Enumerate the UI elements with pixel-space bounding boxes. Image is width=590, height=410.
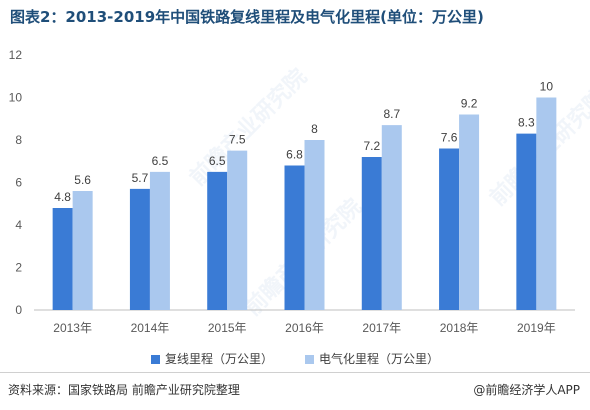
y-tick-label: 4 [15, 218, 22, 232]
data-label: 5.6 [74, 173, 91, 187]
legend-item: 电气化里程（万公里） [305, 350, 439, 367]
x-tick-label: 2018年 [440, 321, 479, 335]
y-tick-label: 0 [15, 303, 22, 317]
bar-electrified [536, 97, 557, 310]
legend-item: 复线里程（万公里） [150, 350, 273, 367]
data-labels: 4.85.6 5.76.5 6.57.56.887.28.77.69.28.310 [54, 80, 553, 205]
data-label: 4.8 [54, 190, 71, 204]
data-label: 6.8 [286, 148, 303, 162]
chart-title: 图表2：2013-2019年中国铁路复线里程及电气化里程(单位：万公里) [10, 8, 484, 26]
data-label: 8.7 [383, 107, 400, 121]
data-label: 8.3 [518, 116, 535, 130]
y-axis: 0 2 4 6 8 10 12 [9, 48, 23, 317]
data-label: 8 [311, 122, 318, 136]
y-tick-label: 6 [15, 176, 22, 190]
bar-double-track [129, 188, 150, 310]
legend-swatch [150, 355, 160, 364]
data-label: 7.2 [363, 139, 380, 153]
bar-electrified [459, 114, 480, 310]
data-label: 9.2 [461, 97, 478, 111]
data-label: 10 [540, 80, 554, 94]
bar-double-track [207, 171, 228, 310]
x-tick-label: 2016年 [285, 321, 324, 335]
bar-double-track [361, 157, 382, 310]
bar-electrified [227, 150, 248, 310]
bars [52, 97, 557, 310]
data-label: 6.5 [209, 154, 226, 168]
bar-electrified [304, 140, 325, 310]
bar-double-track [52, 208, 73, 310]
x-axis: 2013年 2014年 2015年 2016年 2017年 2018年 2019年 [34, 309, 575, 335]
source-note: 资料来源：国家铁路局 前瞻产业研究院整理 [8, 383, 240, 397]
bar-electrified [72, 191, 93, 310]
y-tick-label: 10 [9, 91, 23, 105]
y-tick-label: 12 [9, 48, 23, 62]
bar-electrified [381, 125, 402, 310]
legend-label: 电气化里程（万公里） [319, 352, 440, 366]
bar-double-track [439, 148, 460, 310]
bar-double-track [516, 133, 537, 310]
x-tick-label: 2017年 [362, 321, 401, 335]
data-label: 7.5 [229, 133, 246, 147]
data-label: 7.6 [441, 131, 458, 145]
x-tick-label: 2019年 [517, 321, 556, 335]
y-tick-label: 2 [15, 261, 22, 275]
legend-swatch [305, 355, 314, 364]
legend-label: 复线里程（万公里） [164, 352, 273, 366]
credit-note: @前瞻经济学人APP [473, 383, 580, 397]
footer-divider [0, 372, 590, 373]
bar-double-track [284, 165, 305, 310]
bar-chart: 0 2 4 6 8 10 12 2013年 2014年 2015年 2016年 2017年 2018年… [9, 48, 575, 335]
data-label: 5.7 [132, 171, 149, 185]
x-tick-label: 2013年 [53, 321, 92, 335]
x-tick-label: 2015年 [208, 321, 247, 335]
data-label: 6.5 [152, 154, 169, 168]
x-tick-label: 2014年 [131, 321, 170, 335]
y-tick-label: 8 [15, 133, 22, 147]
bar-electrified [149, 171, 170, 310]
legend: 复线里程（万公里） 电气化里程（万公里） [0, 350, 590, 367]
